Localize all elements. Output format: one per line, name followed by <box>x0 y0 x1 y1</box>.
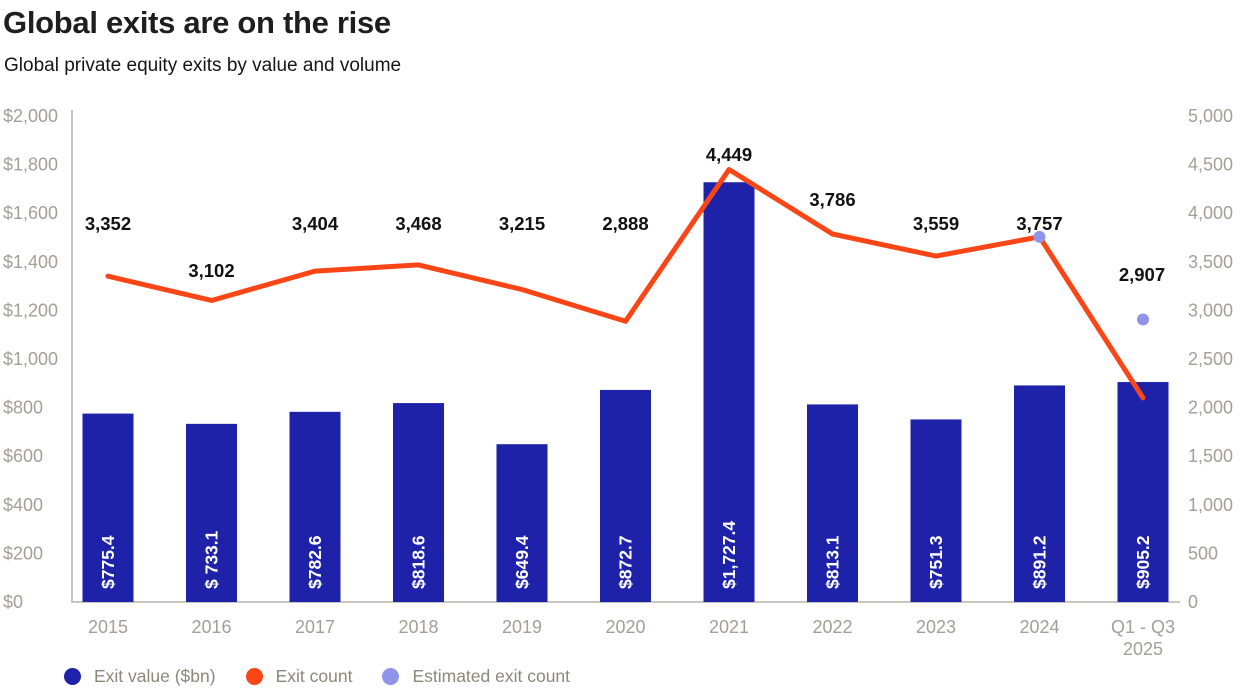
x-axis-label: 2018 <box>398 617 438 637</box>
right-axis-tick-label: 5,000 <box>1188 106 1233 126</box>
bar-value-label: $813.1 <box>823 535 843 589</box>
x-axis-label: 2022 <box>812 617 852 637</box>
x-axis-label: Q1 - Q3 2025 <box>1111 617 1175 659</box>
left-axis-tick-label: $1,600 <box>3 203 58 223</box>
left-axis-tick-label: $200 <box>3 543 43 563</box>
bar-2018 <box>393 403 444 602</box>
exit-count-line <box>105 167 1146 401</box>
estimated-point-label: 2,907 <box>1119 264 1165 285</box>
x-axis-label: 2023 <box>916 617 956 637</box>
right-axis-tick-label: 0 <box>1188 592 1198 612</box>
x-axis-label: 2015 <box>88 617 128 637</box>
bar-2024 <box>1014 385 1065 602</box>
bar-2015 <box>82 413 134 602</box>
page-subtitle: Global private equity exits by value and… <box>4 55 402 76</box>
legend-label: Exit count <box>275 665 353 686</box>
bar-value-label: $905.2 <box>1133 535 1153 589</box>
right-axis-tick-label: 3,500 <box>1188 252 1233 272</box>
estimated-point-2024 <box>1033 230 1046 243</box>
legend-label: Estimated exit count <box>412 665 571 686</box>
bar-2021 <box>703 182 755 602</box>
bar-value-label: $891.2 <box>1030 535 1050 589</box>
line-point-label: 3,215 <box>499 213 545 234</box>
page-title: Global exits are on the rise <box>3 5 391 40</box>
line-point-label: 3,352 <box>85 213 131 234</box>
bar-value-label: $782.6 <box>305 535 325 589</box>
line-point-label: 3,757 <box>1016 213 1062 234</box>
legend-marker-estimated-exit-count-icon <box>382 667 400 685</box>
bar-2019 <box>496 444 548 602</box>
left-axis-tick-label: $800 <box>3 398 43 418</box>
left-axis-tick-label: $1,000 <box>3 349 58 369</box>
line-point-label: 4,449 <box>706 144 752 165</box>
line-point-label: 3,786 <box>809 189 855 210</box>
right-axis-tick-label: 3,000 <box>1188 300 1233 320</box>
x-axis-label: 2017 <box>295 617 335 637</box>
line-point-label: 3,404 <box>292 213 339 234</box>
legend: Exit value ($bn) Exit count Estimated exit… <box>64 661 570 691</box>
bar-2020 <box>600 389 651 602</box>
legend-item-estimated-exit-count: Estimated exit count <box>382 666 570 687</box>
right-axis-tick-label: 1,500 <box>1188 446 1233 466</box>
left-axis-tick-label: $2,000 <box>3 106 58 126</box>
x-axis-label: 2016 <box>191 617 231 637</box>
line-point-label: 3,102 <box>188 260 234 281</box>
bar-value-label: $751.3 <box>926 535 946 589</box>
bar-value-label: $649.4 <box>512 535 532 589</box>
legend-item-exit-value-bn: Exit value ($bn) <box>64 666 216 687</box>
bar-value-label: $1,727.4 <box>719 521 739 589</box>
x-axis-label: 2021 <box>709 617 749 637</box>
right-axis-tick-label: 500 <box>1188 543 1218 563</box>
bar-2023 <box>910 419 962 602</box>
x-axis-label: 2024 <box>1019 617 1059 637</box>
legend-item-exit-count: Exit count <box>245 665 353 687</box>
bar-value-label: $818.6 <box>409 535 429 589</box>
right-axis-tick-label: 1,000 <box>1188 495 1233 515</box>
line-point-label: 2,888 <box>602 213 648 234</box>
left-axis-tick-label: $1,400 <box>3 252 58 272</box>
right-axis-tick-label: 2,000 <box>1188 398 1233 418</box>
left-axis-tick-label: $0 <box>3 592 23 612</box>
bar-value-label: $775.4 <box>98 535 118 589</box>
left-axis-tick-label: $400 <box>3 495 43 515</box>
line-point-label: 3,468 <box>395 213 441 234</box>
bar-value-label: $872.7 <box>616 535 636 589</box>
bar-q1-q3-2025 <box>1117 382 1169 602</box>
right-axis-tick-label: 2,500 <box>1188 349 1233 369</box>
legend-label: Exit value ($bn) <box>94 665 216 686</box>
legend-marker-exit-value-bn-icon <box>64 667 81 685</box>
bar-2016 <box>186 423 237 602</box>
line-point-label: 3,559 <box>913 213 959 234</box>
left-axis-tick-label: $600 <box>3 446 43 466</box>
left-axis-tick-label: $1,800 <box>3 155 58 175</box>
right-axis-tick-label: 4,000 <box>1188 203 1233 223</box>
bar-2022 <box>807 404 858 602</box>
right-axis-tick-label: 4,500 <box>1188 155 1233 175</box>
left-axis-tick-label: $1,200 <box>3 300 58 320</box>
bar-value-label: $ 733.1 <box>202 530 222 589</box>
x-axis-label: 2020 <box>605 617 645 637</box>
bar-2017 <box>289 411 341 602</box>
legend-marker-exit-count-icon <box>245 667 263 685</box>
estimated-point-q1-q3-2025 <box>1137 313 1149 326</box>
x-axis-label: 2019 <box>502 617 542 637</box>
